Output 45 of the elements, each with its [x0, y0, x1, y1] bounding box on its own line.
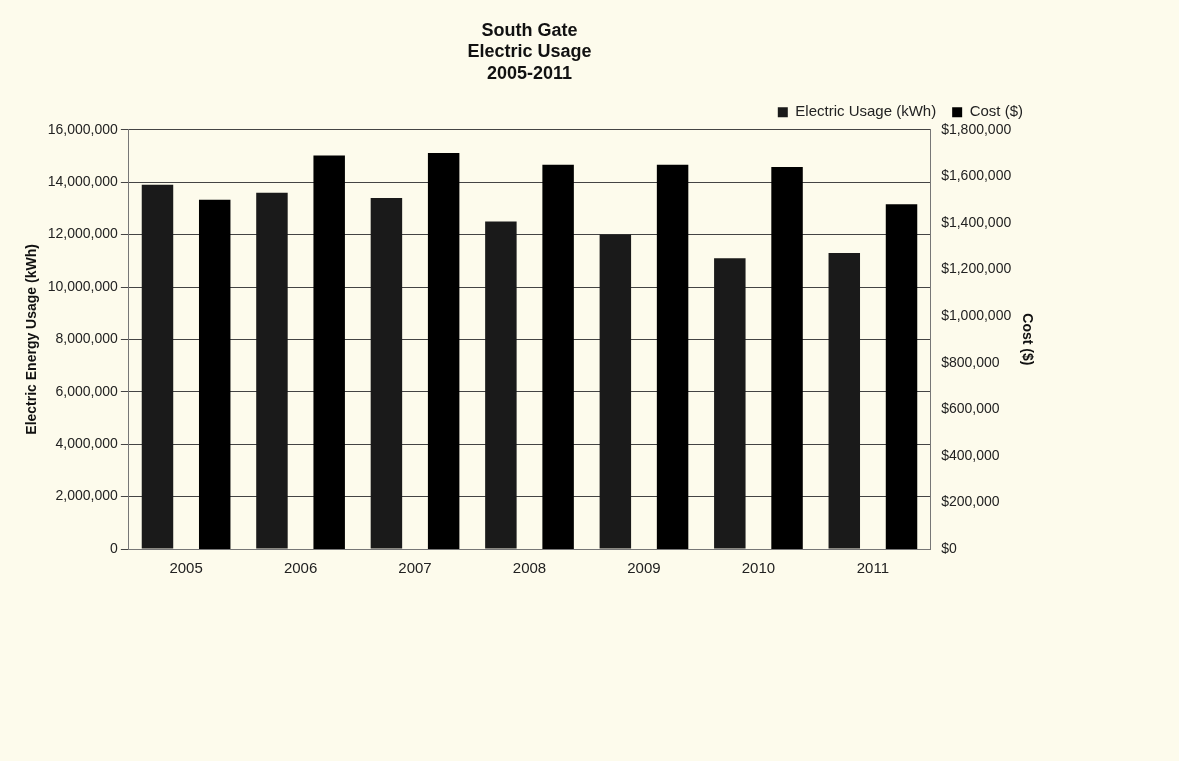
x-tick-label: 2010 — [741, 559, 776, 577]
y-tick-label: 4,000,000 — [55, 435, 119, 452]
y2-tick-label: $1,000,000 — [941, 306, 1012, 323]
y2-tick-label: $200,000 — [941, 493, 1000, 510]
x-tick-label: 2006 — [283, 559, 318, 577]
y-tick-label: 12,000,000 — [47, 225, 119, 242]
bar — [370, 197, 403, 549]
bar — [656, 164, 689, 549]
bar — [714, 258, 746, 549]
bar — [141, 184, 174, 549]
y-tick-label: 14,000,000 — [47, 173, 119, 190]
y-tick-label: 6,000,000 — [55, 382, 119, 399]
bar — [885, 204, 918, 549]
bar — [313, 155, 345, 549]
bar — [542, 164, 574, 549]
legend-label: Cost ($) — [969, 102, 1023, 120]
bar — [828, 252, 861, 549]
bar — [599, 234, 632, 549]
bar — [485, 221, 517, 549]
y2-tick-label: $1,200,000 — [941, 260, 1012, 277]
y-tick-label: 10,000,000 — [47, 277, 119, 294]
x-tick-label: 2005 — [169, 559, 203, 577]
y2-tick-label: $1,600,000 — [941, 167, 1012, 184]
bar — [198, 199, 231, 549]
y-tick-label: 8,000,000 — [55, 330, 119, 347]
y-tick-label: 16,000,000 — [47, 120, 119, 137]
y2-tick-label: $0 — [941, 539, 957, 556]
y2-tick-label: $1,400,000 — [941, 213, 1012, 230]
y-tick-label: 0 — [110, 539, 119, 556]
y2-tick-label: $600,000 — [941, 400, 1000, 417]
y-tick-label: 2,000,000 — [55, 487, 119, 504]
bar — [256, 192, 288, 549]
y2-tick-label: $1,800,000 — [941, 120, 1012, 137]
x-tick-label: 2011 — [856, 559, 890, 577]
y-axis-title: Electric Energy Usage (kWh) — [23, 244, 40, 435]
x-tick-label: 2007 — [398, 559, 432, 577]
x-tick-label: 2008 — [512, 559, 547, 577]
chart-title: South Gate Electric Usage 2005-2011 — [467, 19, 592, 83]
x-tick-label: 2009 — [627, 559, 661, 577]
y2-tick-label: $400,000 — [941, 446, 1000, 463]
y2-axis-title: Cost ($) — [1019, 313, 1036, 366]
y2-tick-label: $800,000 — [941, 353, 1000, 370]
legend-label: Electric Usage (kWh) — [795, 102, 937, 120]
bar — [771, 167, 803, 549]
bar — [427, 153, 460, 549]
